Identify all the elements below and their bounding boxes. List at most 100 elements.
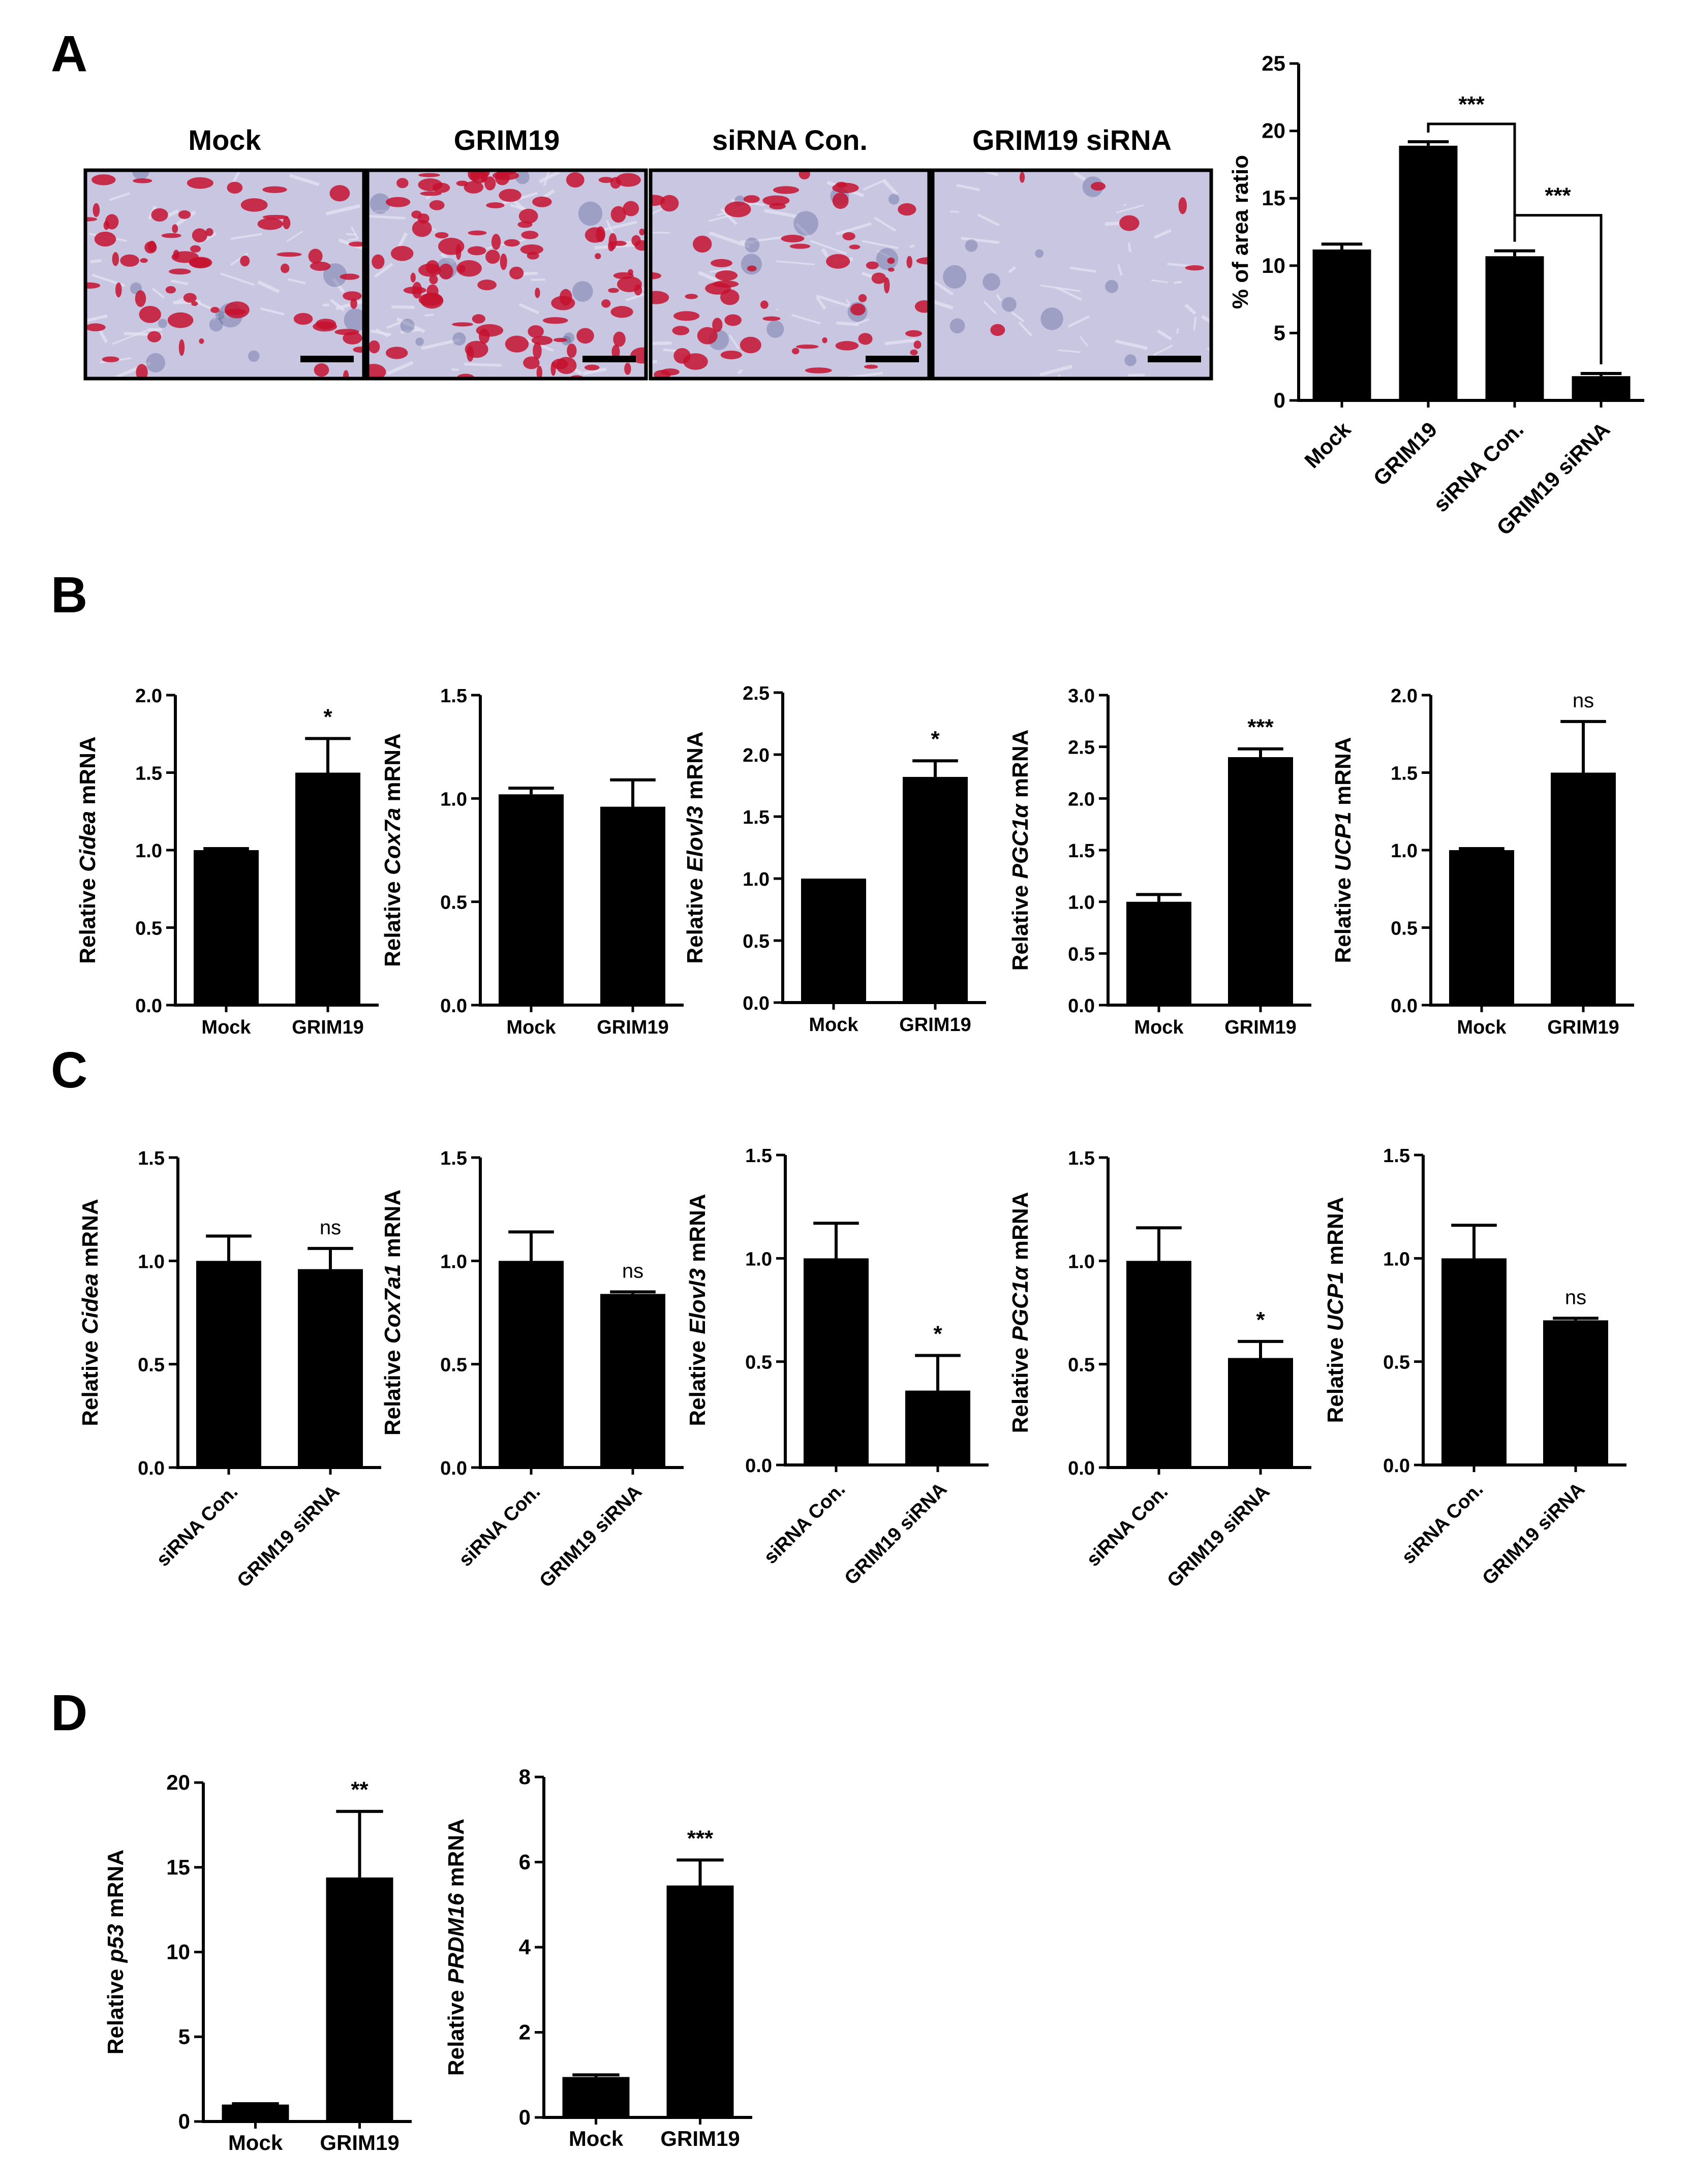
lipid-droplet bbox=[916, 257, 929, 265]
fiber-streak bbox=[1039, 364, 1072, 377]
fiber-streak bbox=[791, 314, 821, 325]
y-tick-label: 0.5 bbox=[138, 1355, 165, 1376]
fiber-streak bbox=[1018, 321, 1032, 336]
significance-label: * bbox=[931, 727, 940, 752]
scale-bar bbox=[1148, 356, 1201, 362]
lipid-droplet bbox=[161, 233, 181, 238]
chart-c5: 0.0 0.5 1.0 1.5 siRNA Con.GRIM19 siRNA Relati… bbox=[1323, 1145, 1626, 1589]
panel-letters: A B C D bbox=[51, 25, 87, 1741]
lipid-droplet bbox=[850, 303, 866, 316]
y-tick-label: 25 bbox=[1262, 51, 1285, 75]
fiber-streak bbox=[1104, 221, 1122, 226]
lipid-droplet bbox=[227, 181, 243, 194]
lipid-droplet bbox=[385, 197, 411, 207]
lipid-droplet bbox=[147, 331, 162, 342]
bar bbox=[1485, 256, 1544, 400]
y-tick-label: 0.0 bbox=[1068, 995, 1095, 1017]
lipid-droplet bbox=[584, 364, 600, 370]
fiber-streak bbox=[440, 253, 455, 264]
fiber-streak bbox=[821, 248, 829, 258]
x-tick-label: GRIM19 bbox=[660, 2127, 740, 2150]
lipid-droplet bbox=[165, 286, 176, 294]
lipid-droplet bbox=[418, 263, 441, 277]
fiber-streak bbox=[543, 171, 550, 186]
y-axis-label: Relative UCP1 mRNA bbox=[1323, 1197, 1348, 1423]
lipid-droplet bbox=[486, 202, 505, 208]
fiber-streak bbox=[1079, 336, 1089, 347]
lipid-droplet bbox=[871, 272, 886, 284]
lipid-droplet bbox=[712, 318, 723, 332]
y-tick-label: 2.0 bbox=[135, 685, 162, 707]
lipid-droplet bbox=[262, 186, 287, 193]
fiber-streak bbox=[776, 260, 815, 265]
lipid-droplet bbox=[822, 337, 827, 344]
lipid-droplet bbox=[476, 324, 504, 337]
micrograph-label: Mock bbox=[188, 124, 261, 156]
lipid-droplet bbox=[990, 324, 1005, 336]
significance-label: *** bbox=[687, 1826, 714, 1851]
y-tick-label: 1.0 bbox=[745, 1249, 772, 1270]
y-tick-label: 0.5 bbox=[440, 892, 467, 914]
y-tick-label: 0.5 bbox=[1383, 1352, 1410, 1374]
bar bbox=[1126, 901, 1191, 1005]
lipid-droplet bbox=[505, 335, 529, 353]
micrograph-frame bbox=[83, 168, 366, 381]
y-tick-label: 0.5 bbox=[1391, 918, 1418, 940]
nucleus-blob bbox=[415, 337, 424, 346]
y-tick-label: 1.5 bbox=[1391, 763, 1418, 785]
fiber-streak bbox=[731, 199, 765, 206]
y-tick-label: 0 bbox=[519, 2105, 531, 2129]
lipid-droplet bbox=[595, 253, 601, 260]
bar bbox=[600, 806, 665, 1005]
fiber-streak bbox=[976, 170, 998, 176]
y-axis-label: Relative PRDM16 mRNA bbox=[444, 1819, 469, 2076]
nucleus-blob bbox=[323, 263, 347, 287]
fiber-streak bbox=[220, 272, 255, 286]
lipid-droplet bbox=[556, 357, 577, 375]
bracket-label: *** bbox=[1458, 92, 1485, 117]
significance-label: ns bbox=[320, 1216, 341, 1239]
lipid-droplet bbox=[120, 254, 139, 267]
micrograph-row: Mock GRIM19 siRNA Con. GRIM19 siRNA bbox=[83, 124, 1213, 381]
y-tick-label: 1.5 bbox=[745, 1145, 772, 1167]
y-axis-label: Relative Cidea mRNA bbox=[78, 1199, 103, 1426]
fiber-streak bbox=[810, 239, 847, 255]
lipid-droplet bbox=[858, 333, 873, 345]
y-label-prefix: Relative bbox=[380, 875, 405, 967]
fiber-streak bbox=[367, 214, 406, 220]
lipid-droplet bbox=[465, 340, 488, 358]
micrograph: GRIM19 bbox=[365, 124, 648, 381]
lipid-droplet bbox=[420, 292, 444, 309]
lipid-droplet bbox=[567, 344, 577, 358]
x-tick-label: siRNA Con. bbox=[1398, 1479, 1487, 1568]
lipid-droplet bbox=[883, 277, 890, 294]
lipid-droplet bbox=[781, 235, 805, 243]
lipid-droplet bbox=[576, 328, 594, 344]
significance-bracket: *** bbox=[1513, 183, 1603, 364]
nucleus-blob bbox=[1040, 307, 1063, 330]
scale-bar bbox=[582, 356, 636, 362]
fiber-streak bbox=[230, 252, 249, 266]
fiber-streak bbox=[332, 277, 345, 293]
fiber-streak bbox=[421, 338, 460, 350]
y-axis-label: Relative Elovl3 mRNA bbox=[683, 731, 708, 963]
y-axis-label: Relative Elovl3 mRNA bbox=[685, 1194, 710, 1426]
y-tick-label: 0.5 bbox=[440, 1355, 467, 1376]
x-tick-label: Mock bbox=[228, 2131, 283, 2155]
fiber-streak bbox=[977, 213, 1000, 227]
y-label-prefix: Relative bbox=[103, 1962, 128, 2054]
fiber-streak bbox=[1174, 280, 1182, 284]
fiber-streak bbox=[288, 278, 306, 285]
lipid-droplet bbox=[283, 216, 291, 230]
lipid-droplet bbox=[623, 201, 639, 216]
y-label-suffix: mRNA bbox=[683, 731, 708, 806]
nucleus-blob bbox=[744, 237, 760, 253]
lipid-droplet bbox=[167, 312, 194, 328]
fiber-streak bbox=[1193, 317, 1197, 331]
lipid-droplet bbox=[277, 252, 302, 257]
fiber-streak bbox=[883, 179, 899, 196]
micrograph-label: GRIM19 bbox=[454, 124, 560, 156]
scale-bar bbox=[866, 356, 919, 362]
fiber-streak bbox=[729, 334, 740, 350]
lipid-droplet bbox=[191, 301, 198, 306]
